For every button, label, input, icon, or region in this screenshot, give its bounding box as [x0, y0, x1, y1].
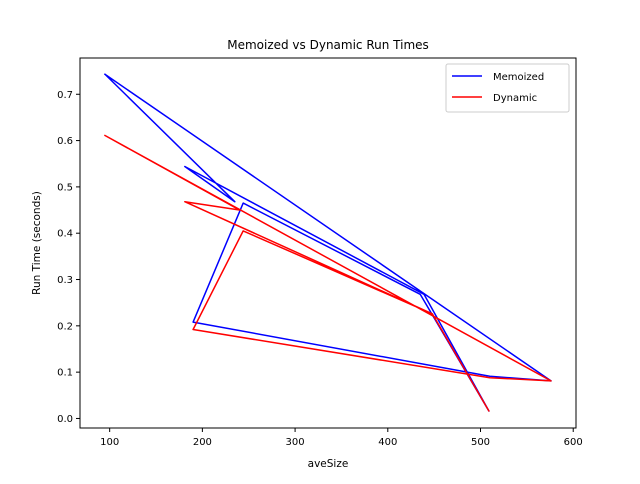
- y-tick-label: 0.2: [57, 321, 73, 332]
- x-tick-label: 200: [193, 437, 212, 448]
- y-tick-label: 0.1: [57, 368, 73, 379]
- x-tick-label: 600: [564, 437, 583, 448]
- chart-title: Memoized vs Dynamic Run Times: [227, 38, 429, 52]
- x-axis-label: aveSize: [308, 458, 349, 470]
- legend-label-memoized: Memoized: [493, 72, 544, 83]
- series-line-memoized: [103, 73, 552, 412]
- legend-items: Memoized Dynamic: [452, 72, 544, 104]
- plot-area: 100 200 300 400 500 600 0.0 0.1 0.2 0.3 0.4 0.5 0.6…: [57, 57, 583, 448]
- y-tick-label: 0.3: [57, 275, 73, 286]
- plot-frame: [79, 57, 577, 429]
- x-tick-label: 500: [471, 437, 490, 448]
- legend: Memoized Dynamic: [445, 63, 570, 113]
- series-layer: [103, 73, 552, 412]
- y-tick-label: 0.4: [57, 229, 73, 240]
- y-axis-ticks: 0.0 0.1 0.2 0.3 0.4 0.5 0.6 0.7: [57, 90, 80, 425]
- y-tick-label: 0.7: [57, 90, 73, 101]
- legend-label-dynamic: Dynamic: [493, 93, 537, 104]
- series-line-dynamic: [103, 134, 552, 412]
- x-tick-label: 300: [286, 437, 305, 448]
- x-axis-ticks: 100 200 300 400 500 600: [100, 428, 583, 448]
- y-tick-label: 0.5: [57, 182, 73, 193]
- x-tick-label: 100: [100, 437, 119, 448]
- y-tick-label: 0.6: [57, 136, 73, 147]
- y-tick-label: 0.0: [57, 414, 73, 425]
- y-axis-label: Run Time (seconds): [31, 191, 43, 295]
- x-tick-label: 400: [378, 437, 397, 448]
